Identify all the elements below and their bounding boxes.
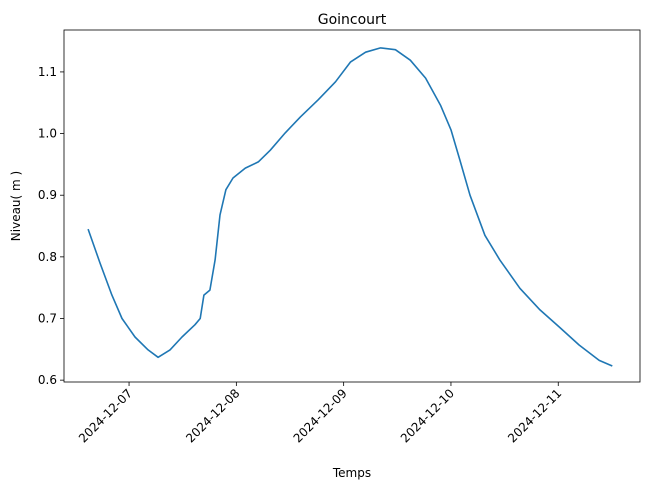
x-axis-label: Temps xyxy=(332,466,371,480)
y-tick-label: 0.6 xyxy=(38,373,57,387)
series-line xyxy=(87,47,613,367)
y-tick-label: 0.8 xyxy=(38,250,57,264)
y-tick-label: 0.7 xyxy=(38,312,57,326)
y-tick-label: 1.1 xyxy=(38,65,57,79)
y-tick-label: 1.0 xyxy=(38,127,57,141)
x-tick-label: 2024-12-07 xyxy=(76,386,135,445)
y-axis-label: Niveau( m ) xyxy=(9,171,23,241)
plot-frame xyxy=(63,29,641,383)
x-tick-label: 2024-12-09 xyxy=(291,386,350,445)
y-tick-label: 0.9 xyxy=(38,188,57,202)
x-tick-label: 2024-12-08 xyxy=(183,386,242,445)
x-tick-label: 2024-12-11 xyxy=(505,386,564,445)
chart-title: Goincourt xyxy=(318,12,387,28)
x-tick-label: 2024-12-10 xyxy=(398,386,457,445)
